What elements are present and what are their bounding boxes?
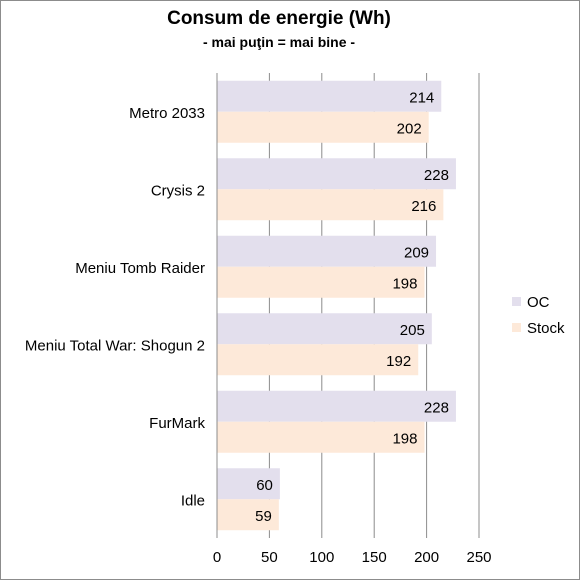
chart-subtitle: - mai puţin = mai bine - bbox=[202, 34, 356, 50]
data-label-oc-1: 228 bbox=[424, 167, 449, 184]
legend-label-stock: Stock bbox=[527, 320, 565, 337]
x-tick-label-4: 200 bbox=[414, 549, 439, 566]
bar-oc-2 bbox=[217, 235, 437, 267]
data-label-oc-2: 209 bbox=[404, 244, 429, 261]
data-label-oc-0: 214 bbox=[409, 89, 434, 106]
data-label-stock-1: 216 bbox=[411, 198, 436, 215]
data-label-stock-5: 59 bbox=[255, 508, 272, 525]
x-tick-label-1: 50 bbox=[261, 549, 278, 566]
legend-swatch-oc bbox=[512, 297, 521, 306]
x-tick-label-3: 150 bbox=[362, 549, 387, 566]
category-label-3: Meniu Total War: Shogun 2 bbox=[25, 337, 205, 354]
data-label-stock-3: 192 bbox=[386, 353, 411, 370]
bar-stock-2 bbox=[217, 266, 425, 298]
category-label-5: Idle bbox=[181, 492, 205, 509]
bar-oc-5 bbox=[217, 468, 280, 500]
x-tick-label-0: 0 bbox=[213, 549, 221, 566]
bar-oc-1 bbox=[217, 158, 456, 190]
data-label-stock-0: 202 bbox=[397, 120, 422, 137]
bar-stock-5 bbox=[217, 499, 279, 531]
chart-title: Consum de energie (Wh) bbox=[167, 8, 391, 29]
data-label-oc-4: 228 bbox=[424, 399, 449, 416]
legend-label-oc: OC bbox=[527, 294, 550, 311]
bar-stock-4 bbox=[217, 421, 425, 453]
bar-oc-4 bbox=[217, 390, 456, 422]
bar-oc-3 bbox=[217, 313, 432, 345]
category-label-1: Crysis 2 bbox=[151, 182, 205, 199]
bar-stock-0 bbox=[217, 111, 429, 143]
category-label-2: Meniu Tomb Raider bbox=[75, 260, 205, 277]
data-label-stock-2: 198 bbox=[392, 275, 417, 292]
x-tick-label-2: 100 bbox=[309, 549, 334, 566]
category-label-0: Metro 2033 bbox=[129, 105, 205, 122]
bar-oc-0 bbox=[217, 80, 442, 112]
bar-stock-1 bbox=[217, 189, 444, 221]
bar-stock-3 bbox=[217, 344, 419, 376]
category-label-4: FurMark bbox=[149, 415, 205, 432]
data-label-stock-4: 198 bbox=[392, 430, 417, 447]
x-tick-label-5: 250 bbox=[466, 549, 491, 566]
data-label-oc-3: 205 bbox=[400, 322, 425, 339]
legend-swatch-stock bbox=[512, 323, 521, 332]
data-label-oc-5: 60 bbox=[256, 477, 273, 494]
